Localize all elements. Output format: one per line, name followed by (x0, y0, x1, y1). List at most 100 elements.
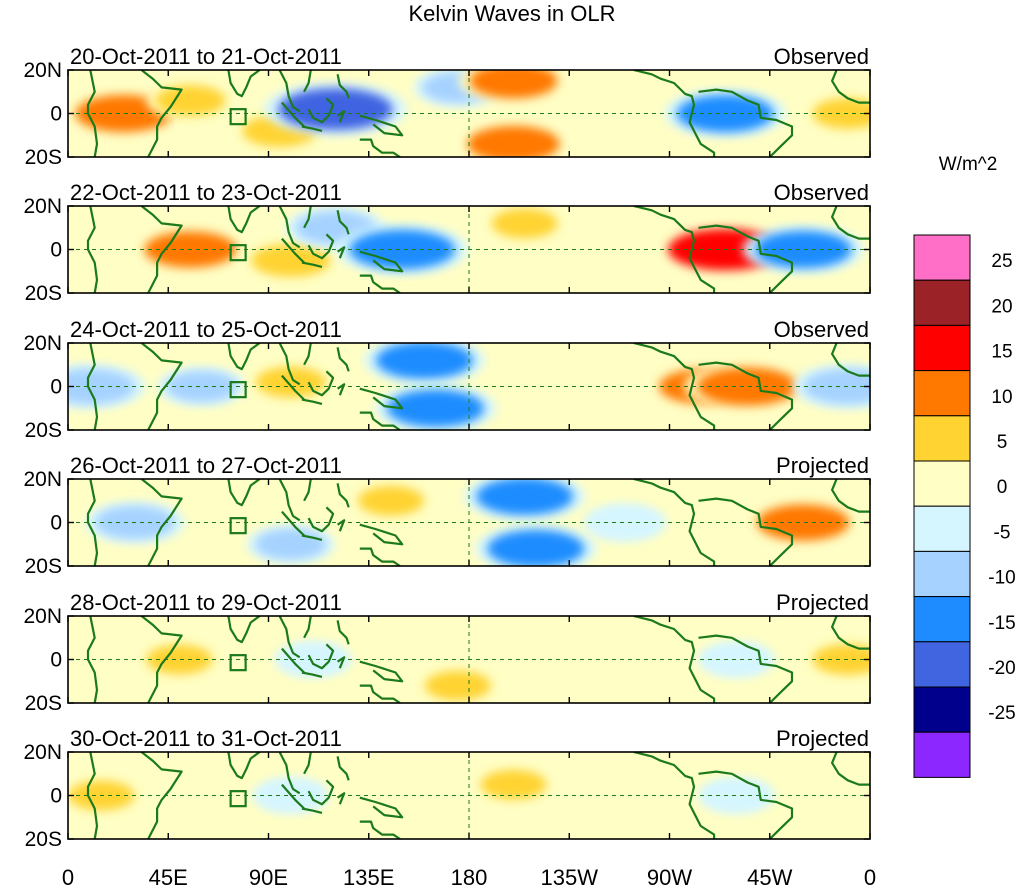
coastline (140, 70, 183, 157)
y-tick-label: 20N (23, 741, 62, 764)
panels-group: 20N 0 20S 20-Oct-2011 to 21-Oct-2011 Observe… (23, 44, 871, 851)
colorbar-tick-label: -10 (988, 568, 1015, 589)
anomaly-mark (696, 367, 799, 406)
coastline (633, 70, 716, 157)
colorbar-tick-label: -25 (988, 703, 1015, 724)
colorbar-swatch (913, 550, 971, 598)
coastline (336, 519, 346, 532)
panel-4: 20N 0 20S 26-Oct-2011 to 27-Oct-2011 Project… (23, 453, 871, 578)
coastline (278, 616, 301, 659)
coastline (278, 343, 301, 386)
y-tick-label: 20N (23, 59, 62, 82)
coastline (359, 660, 404, 683)
y-tick-label: 20N (23, 605, 62, 628)
colorbar-swatch (913, 234, 971, 281)
anomaly-mark (155, 85, 226, 116)
coastline (336, 74, 350, 99)
x-tick-label: 90W (647, 865, 692, 887)
coastline (359, 684, 401, 703)
y-tick-label: 0 (50, 512, 62, 535)
coastline (633, 752, 716, 839)
coastline (227, 479, 261, 507)
coastlines (86, 616, 870, 703)
anomaly-mark (487, 530, 585, 566)
colorbar-tick-label: 5 (997, 432, 1008, 453)
colorbar-unit: W/m^2 (939, 154, 998, 175)
coastline (303, 616, 312, 639)
x-tick-label: 135E (343, 865, 394, 887)
coastline (301, 125, 323, 132)
coastline (336, 620, 350, 645)
anomaly-mark (358, 486, 425, 516)
anomaly-mark (146, 644, 213, 675)
coastline (303, 70, 312, 93)
coastline (359, 250, 404, 273)
panel-status-label: Projected (776, 590, 869, 615)
x-tick-label: 90E (249, 865, 288, 887)
colorbar-tick-label: 20 (991, 296, 1012, 317)
y-tick-label: 20N (23, 468, 62, 491)
panel-date-range: 24-Oct-2011 to 25-Oct-2011 (70, 317, 342, 342)
coastline (830, 479, 870, 513)
anomaly-mark (756, 504, 850, 541)
coastline (633, 616, 716, 703)
panel-date-range: 26-Oct-2011 to 27-Oct-2011 (70, 453, 342, 478)
anomaly-field (68, 70, 870, 157)
coastline (698, 361, 794, 430)
coastline (303, 752, 312, 775)
colorbar-tick-label: 15 (991, 342, 1012, 363)
reference-box (229, 790, 247, 808)
coastline (307, 370, 335, 397)
coastline (336, 756, 350, 781)
coastline (303, 479, 312, 502)
panel-status-label: Projected (776, 726, 869, 751)
coastline (227, 616, 261, 644)
y-tick-label: 20S (25, 282, 62, 305)
anomaly-mark (278, 88, 393, 130)
colorbar-tick-label: -5 (994, 522, 1011, 543)
panel-1: 20N 0 20S 20-Oct-2011 to 21-Oct-2011 Observe… (23, 44, 871, 169)
anomaly-mark (255, 366, 326, 398)
colorbar-swatch (913, 415, 971, 462)
coastline (336, 483, 350, 508)
coastline (227, 752, 261, 780)
colorbar-tick-label: 0 (997, 477, 1008, 498)
x-axis: 0 45E 90E 135E 180 135W 90W 45W 0 (62, 865, 876, 887)
anomaly-mark (376, 343, 473, 379)
coastline (830, 70, 870, 104)
coastline (281, 101, 305, 128)
coastline (830, 343, 870, 377)
colorbar-tick-label: -20 (988, 658, 1015, 679)
y-tick-label: 20S (25, 692, 62, 715)
y-tick-label: 0 (50, 239, 62, 262)
x-tick-label: 0 (62, 865, 74, 887)
coastline (140, 479, 183, 566)
coastline (140, 752, 183, 839)
y-tick-label: 0 (50, 103, 62, 126)
coastline (278, 206, 301, 249)
colorbar-swatch (913, 686, 971, 733)
coastline (336, 210, 350, 235)
coastline (227, 70, 261, 98)
colorbar-swatch (913, 505, 971, 552)
reference-box (229, 381, 247, 399)
colorbar-swatch (913, 370, 971, 417)
coastline (698, 770, 794, 839)
coastline (278, 479, 301, 522)
colorbar-swatch (913, 641, 971, 688)
coastline (301, 807, 323, 814)
coastlines (86, 206, 870, 293)
coastline (336, 246, 346, 259)
coastline (359, 796, 404, 819)
coastline (359, 387, 404, 410)
colorbar-swatch (913, 731, 971, 778)
coastline (633, 479, 716, 566)
coastline (359, 411, 401, 430)
coastline (281, 647, 305, 674)
coastline (301, 261, 323, 268)
coastline (301, 671, 323, 678)
anomaly-mark (812, 98, 870, 129)
panel-date-range: 28-Oct-2011 to 29-Oct-2011 (70, 590, 342, 615)
coastline (281, 374, 305, 401)
